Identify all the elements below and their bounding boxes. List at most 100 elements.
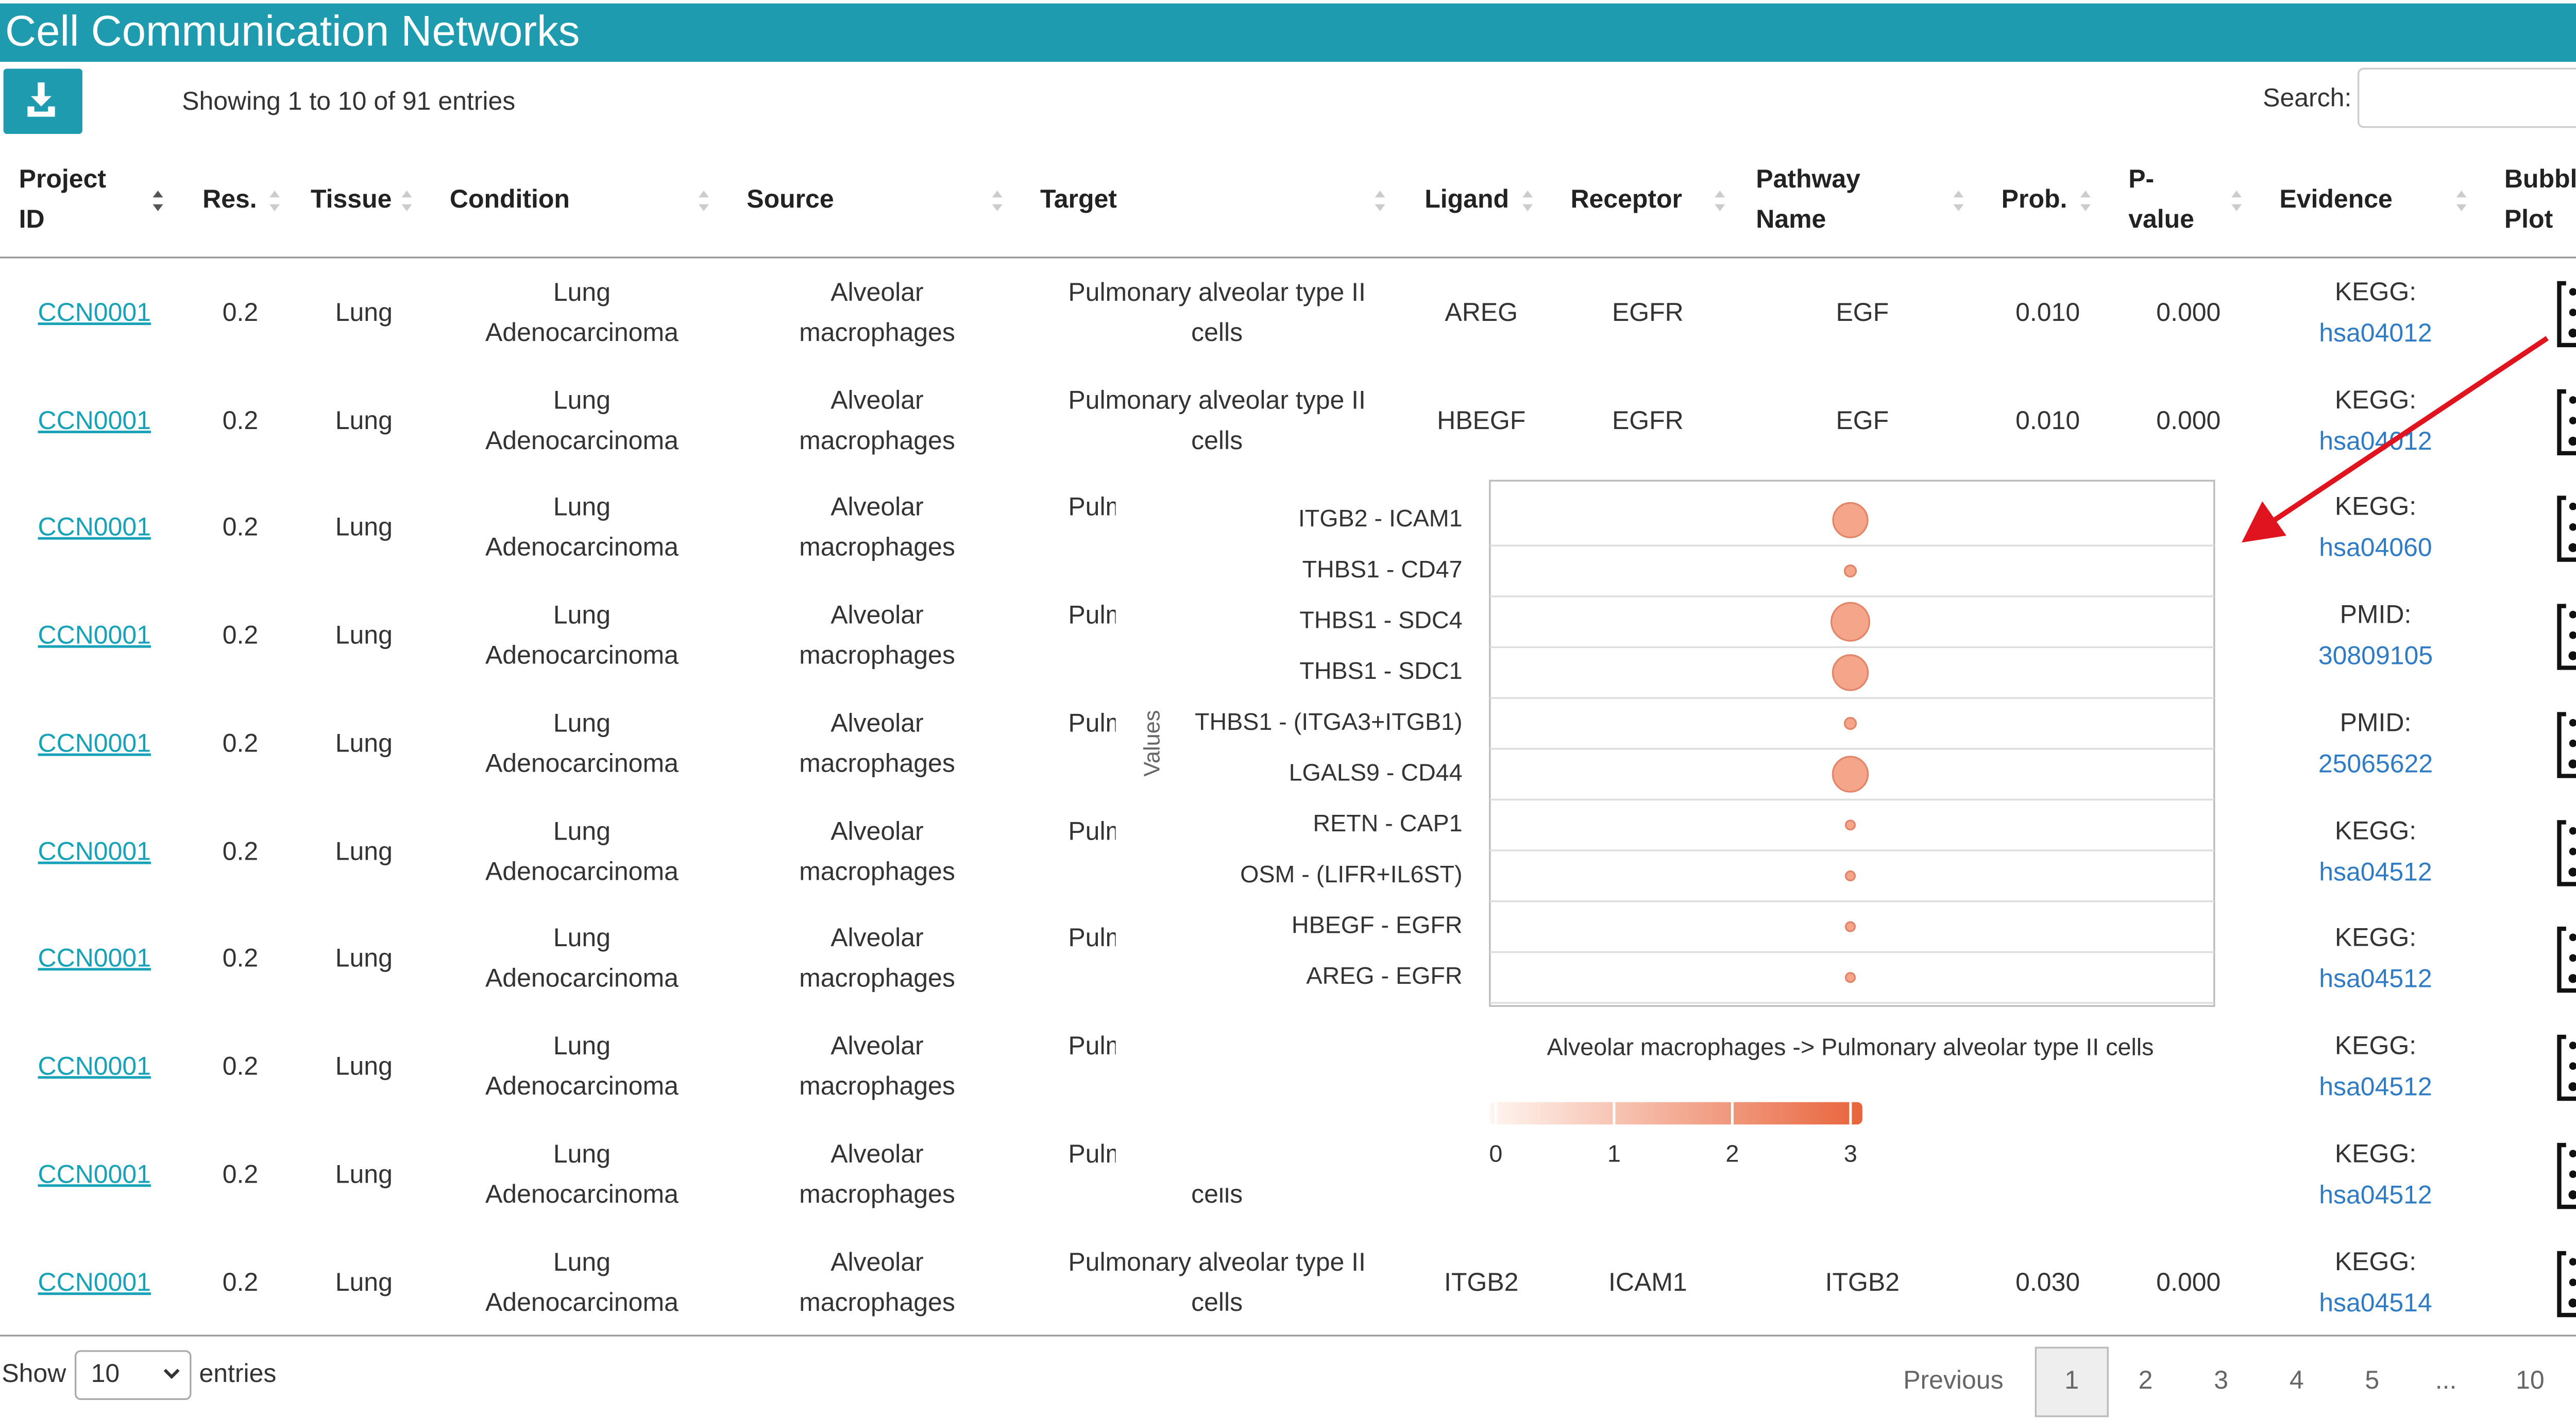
bubble (1843, 564, 1857, 578)
y-tick-label: AREG - EGFR (1306, 962, 1462, 989)
evidence-link[interactable]: hsa04512 (2319, 1072, 2432, 1101)
column-header[interactable]: Res. (202, 184, 257, 213)
cell: 0.010 (2015, 298, 2080, 327)
bubble-plot-button[interactable] (2557, 926, 2576, 993)
icon-dot (2568, 1190, 2576, 1200)
column-header[interactable]: P-value (2128, 164, 2194, 233)
icon-dot (2568, 1299, 2576, 1308)
page-link[interactable]: 2 (2139, 1365, 2153, 1394)
project-link[interactable]: CCN0001 (38, 406, 151, 435)
bubble-plot-button[interactable] (2557, 1034, 2576, 1101)
bubble (1844, 870, 1856, 882)
cell: 0.2 (223, 406, 258, 435)
bubble-plot-button[interactable] (2557, 1251, 2576, 1318)
sort-icon (152, 190, 163, 211)
sort-icon (992, 190, 1003, 211)
column-header[interactable]: Source (747, 184, 834, 213)
cell: HBEGF (1437, 406, 1526, 435)
cell: ITGB2 (1825, 1268, 1900, 1296)
project-link[interactable]: CCN0001 (38, 1268, 151, 1296)
cell: ITGB2 (1444, 1268, 1518, 1296)
evidence-link[interactable]: hsa04512 (2319, 964, 2432, 993)
column-header[interactable]: Receptor (1570, 184, 1682, 213)
column-header[interactable]: BubblePlot (2504, 164, 2576, 233)
bubble-plot-button[interactable] (2557, 820, 2576, 886)
evidence-link[interactable]: 30809105 (2318, 641, 2433, 670)
bubble (1844, 921, 1856, 932)
evidence-link[interactable]: hsa04514 (2319, 1288, 2432, 1317)
bubble-plot-button[interactable] (2557, 712, 2576, 778)
cell: 0.030 (2015, 1268, 2080, 1296)
cell: AREG (1445, 298, 1518, 327)
cell: Lung (335, 1268, 393, 1296)
project-link[interactable]: CCN0001 (38, 1051, 151, 1080)
page-link[interactable]: Previous (1903, 1365, 2003, 1394)
column-header[interactable]: Project ID (19, 164, 107, 233)
icon-bracket (2557, 389, 2576, 456)
y-tick-label: HBEGF - EGFR (1292, 911, 1463, 938)
sort-icon (1953, 190, 1964, 211)
page-link[interactable]: 5 (2365, 1365, 2379, 1394)
current-page-bg[interactable] (2035, 1346, 2109, 1417)
cell: Lung Adenocarcinoma (485, 1248, 679, 1317)
evidence-source: PMID: (2340, 708, 2412, 737)
icon-dot (2569, 309, 2576, 316)
project-link[interactable]: CCN0001 (38, 621, 151, 650)
icon-dot (2569, 1062, 2576, 1070)
x-axis-label: Alveolar macrophages -> Pulmonary alveol… (1547, 1034, 2154, 1061)
icon-dot (2569, 1278, 2576, 1287)
icon-bracket (2557, 926, 2576, 993)
bubble-plot-button[interactable] (2557, 604, 2576, 670)
icon-dot (2569, 847, 2576, 856)
bubble-plot-button[interactable] (2557, 496, 2576, 562)
page-link[interactable]: 10 (2516, 1365, 2545, 1394)
column-header[interactable]: Tissue (311, 184, 392, 213)
bubble-plot-button[interactable] (2557, 389, 2576, 456)
cell: EGF (1836, 298, 1889, 327)
project-link[interactable]: CCN0001 (38, 837, 151, 866)
evidence-link[interactable]: hsa04012 (2319, 318, 2432, 347)
download-icon (27, 82, 55, 117)
page-link[interactable]: 3 (2214, 1365, 2228, 1394)
page-size-select[interactable] (74, 1350, 192, 1400)
icon-dot (2569, 1041, 2576, 1050)
icon-dot (2569, 933, 2576, 942)
project-link[interactable]: CCN0001 (38, 298, 151, 327)
column-header[interactable]: Target (1040, 184, 1117, 213)
icon-dot (2569, 417, 2576, 424)
evidence-link[interactable]: 25065622 (2318, 749, 2433, 778)
project-link[interactable]: CCN0001 (38, 1159, 151, 1188)
evidence-link[interactable]: hsa04512 (2319, 1180, 2432, 1209)
project-link[interactable]: CCN0001 (38, 729, 151, 758)
bubble-plot-button[interactable] (2557, 1142, 2576, 1209)
evidence-source: PMID: (2340, 600, 2412, 629)
select-caret (163, 1369, 180, 1379)
download-button[interactable] (3, 69, 82, 134)
column-header[interactable]: Condition (450, 184, 570, 213)
project-link[interactable]: CCN0001 (38, 512, 151, 541)
y-axis-label: Values (1140, 710, 1164, 777)
bubble-plot-button[interactable] (2557, 281, 2576, 348)
icon-dot (2569, 523, 2576, 531)
page-link[interactable]: 1 (2064, 1365, 2079, 1394)
evidence-link[interactable]: hsa04060 (2319, 533, 2432, 562)
column-header[interactable]: Evidence (2279, 184, 2392, 213)
cell: Lung (335, 512, 393, 541)
cell: Lung Adenocarcinoma (485, 386, 679, 455)
cell: 0.010 (2015, 406, 2080, 435)
search-input[interactable] (2358, 67, 2576, 128)
cell: Alveolar macrophages (799, 923, 955, 992)
evidence-link[interactable]: hsa04512 (2319, 858, 2432, 886)
page-link[interactable]: 4 (2290, 1365, 2304, 1394)
project-link[interactable]: CCN0001 (38, 943, 151, 972)
column-header[interactable]: Pathway Name (1756, 164, 1860, 233)
y-tick-label: RETN - CAP1 (1313, 810, 1462, 836)
column-header[interactable]: Ligand (1425, 184, 1509, 213)
page-link[interactable]: ... (2435, 1365, 2457, 1394)
cell: Lung Adenocarcinoma (485, 278, 679, 347)
cell: Lung Adenocarcinoma (485, 709, 679, 778)
column-header[interactable]: Prob. (2002, 184, 2067, 213)
sort-icon (2456, 190, 2467, 211)
